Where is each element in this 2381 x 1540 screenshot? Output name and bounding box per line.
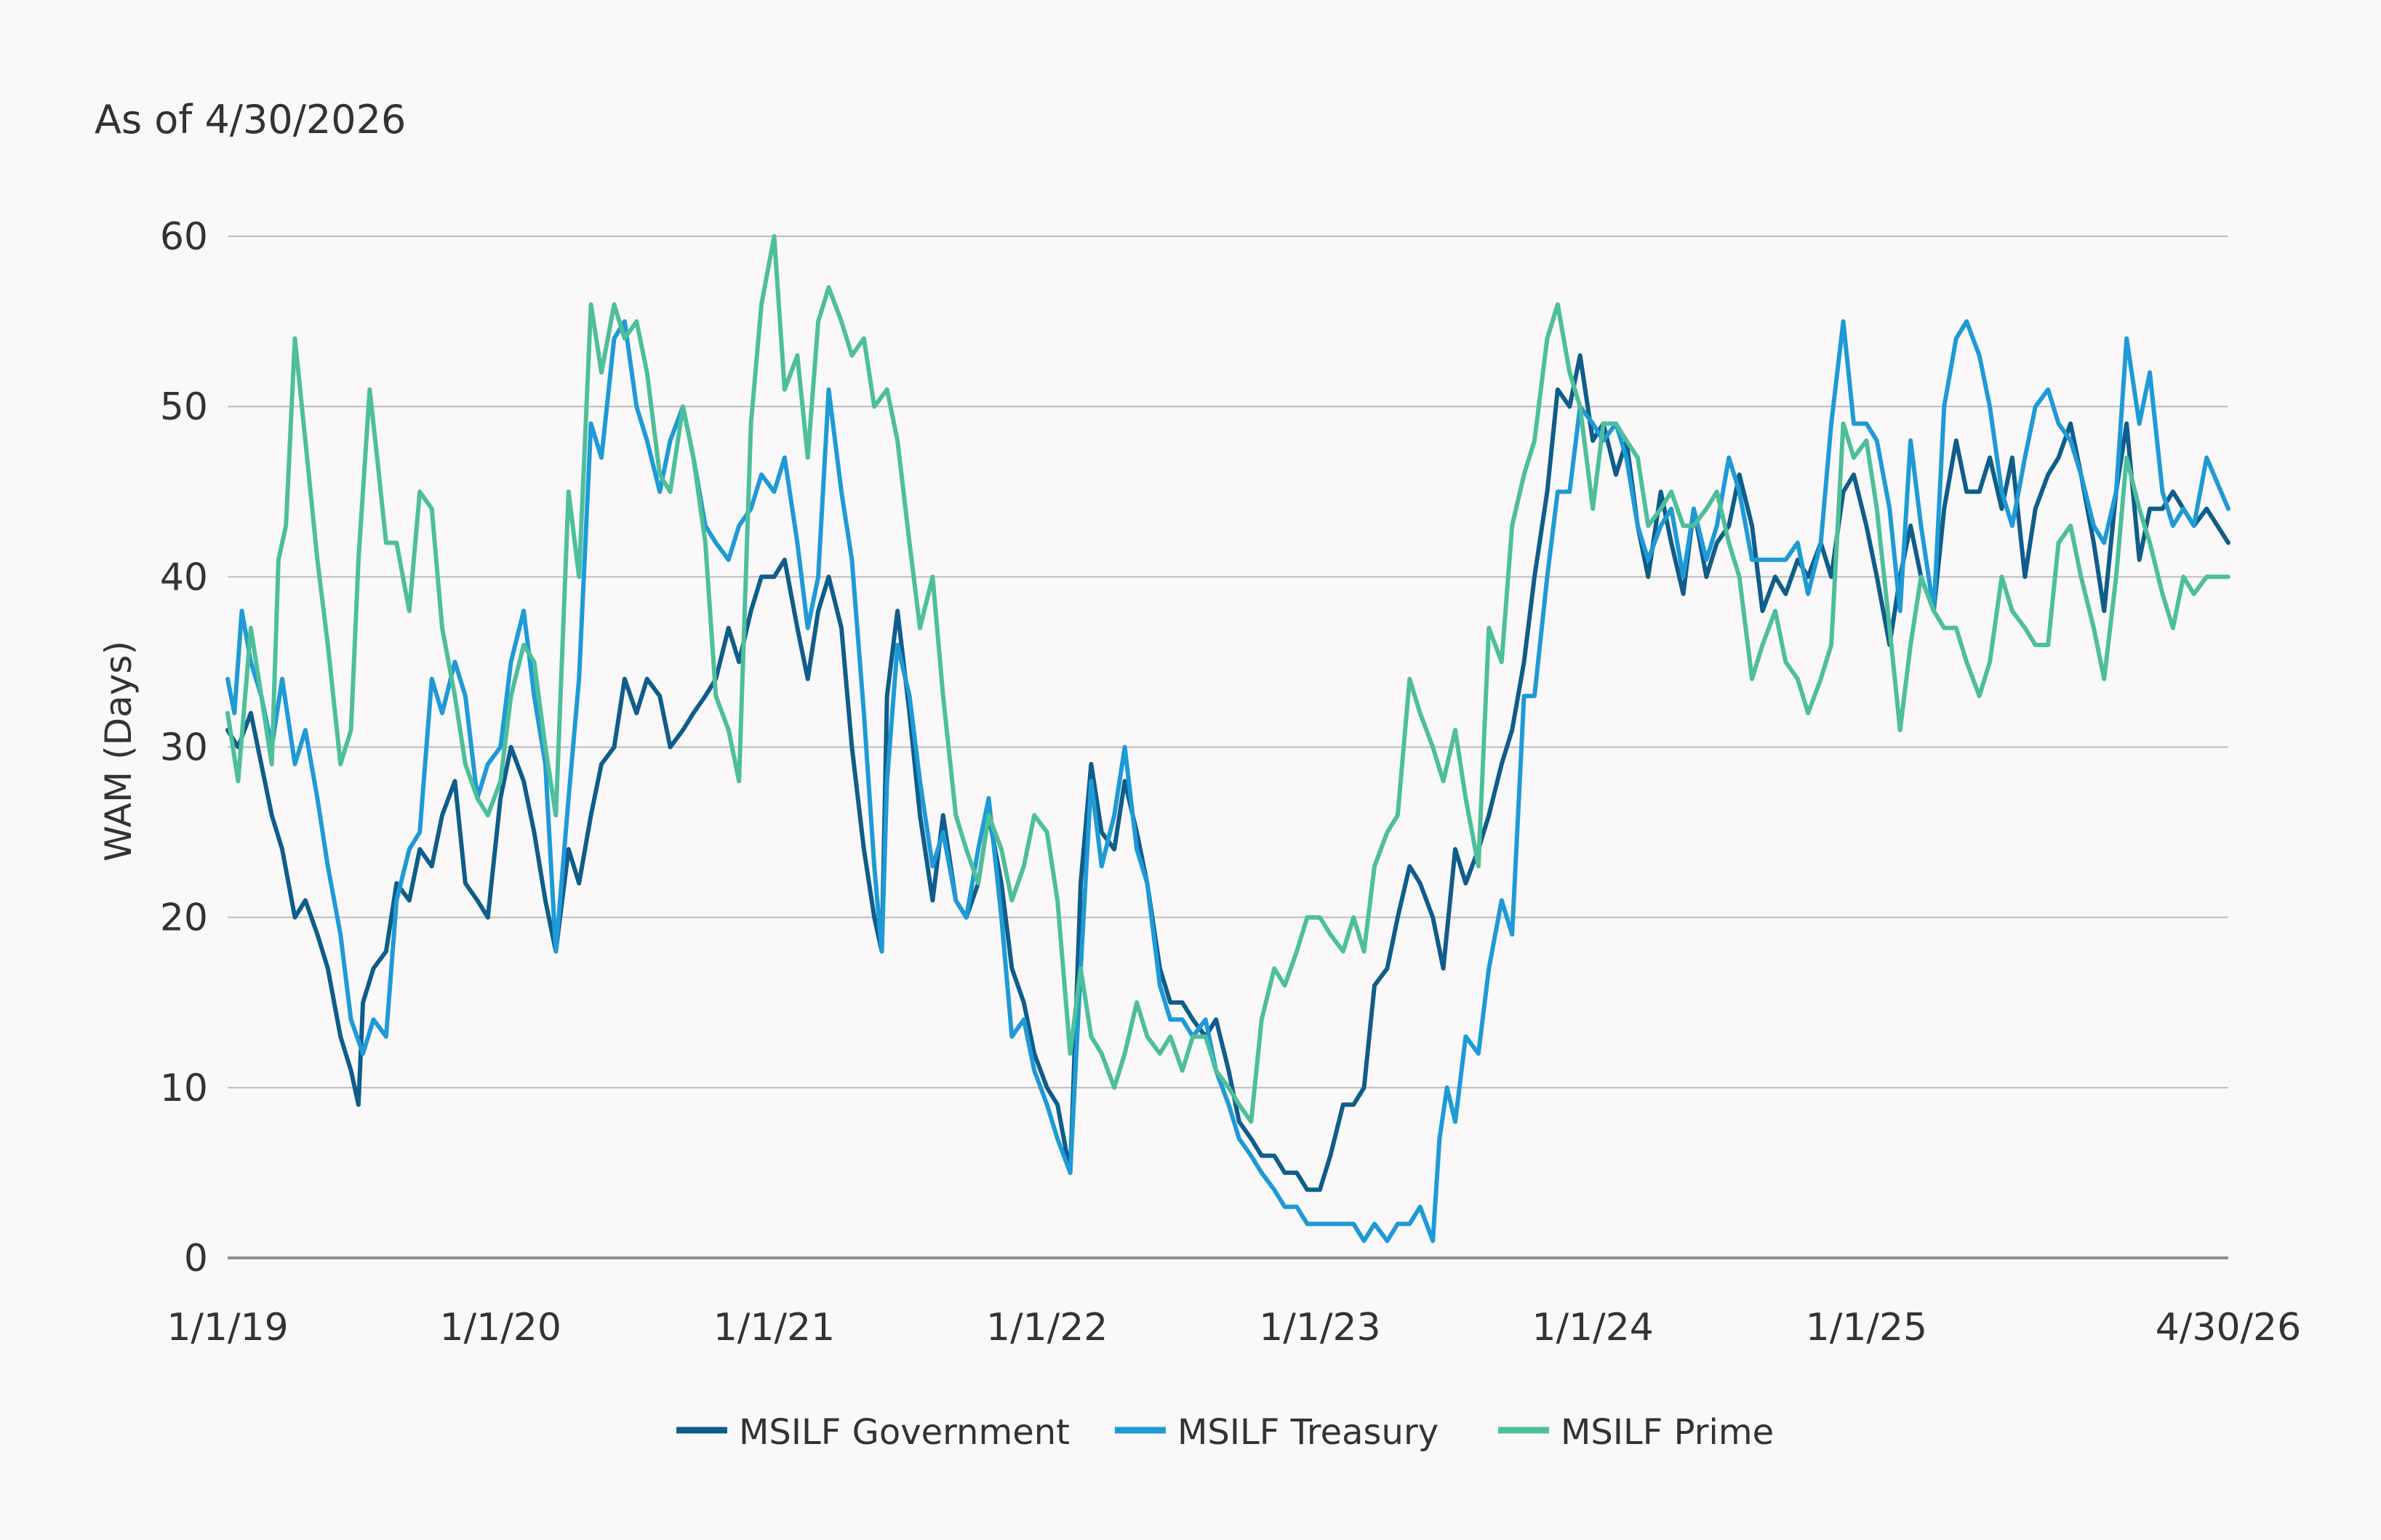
- chart-subtitle: As of 4/30/2026: [95, 97, 406, 143]
- series-lines: [225, 234, 2230, 1243]
- y-tick-label-10: 10: [160, 1067, 208, 1110]
- x-tick-label-1: 1/1/20: [440, 1306, 561, 1349]
- x-tick-label-0: 1/1/19: [167, 1306, 288, 1349]
- x-tick-label-6: 1/1/25: [1806, 1306, 1927, 1349]
- x-tick-label-2: 1/1/21: [713, 1306, 835, 1349]
- y-tick-label-20: 20: [160, 897, 208, 940]
- y-tick-label-60: 60: [160, 215, 208, 259]
- legend-label-msilf-treasury: MSILF Treasury: [1177, 1412, 1438, 1453]
- series-line-msilf-government: [225, 353, 2230, 1192]
- x-tick-label-5: 1/1/24: [1532, 1306, 1653, 1349]
- series-line-msilf-treasury: [225, 319, 2230, 1243]
- y-axis-label: WAM (Days): [97, 641, 140, 862]
- grid-lines: [228, 236, 2228, 1088]
- x-axis-tick-labels: 1/1/19 1/1/20 1/1/21 1/1/22 1/1/23 1/1/24 1/1/…: [167, 1306, 2301, 1349]
- x-tick-label-4: 1/1/23: [1259, 1306, 1380, 1349]
- x-tick-label-7: 4/30/26: [2156, 1306, 2301, 1349]
- legend-label-msilf-prime: MSILF Prime: [1561, 1412, 1774, 1453]
- legend: MSILF Government MSILF Treasury MSILF Prim…: [676, 1412, 1774, 1453]
- y-axis-tick-labels: 0 10 20 30 40 50 60: [160, 215, 208, 1280]
- legend-label-msilf-government: MSILF Government: [739, 1412, 1070, 1453]
- x-tick-label-3: 1/1/22: [986, 1306, 1108, 1349]
- y-tick-label-50: 50: [160, 385, 208, 429]
- y-tick-label-30: 30: [160, 726, 208, 770]
- y-tick-label-0: 0: [184, 1237, 208, 1280]
- series-line-msilf-prime: [225, 234, 2230, 1124]
- y-tick-label-40: 40: [160, 556, 208, 599]
